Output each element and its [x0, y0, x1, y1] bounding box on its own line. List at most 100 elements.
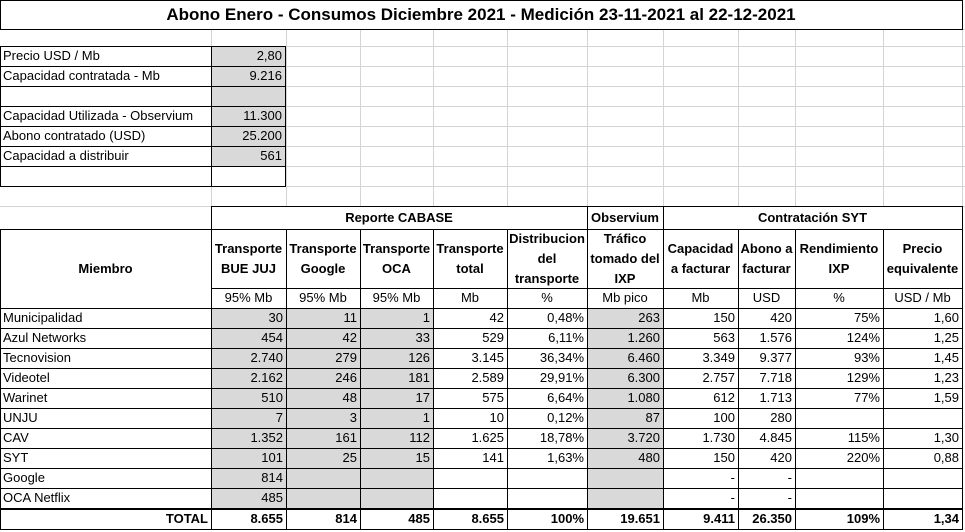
data-cell[interactable]: 1.080: [587, 388, 663, 408]
column-header[interactable]: Transporte total: [436, 240, 504, 276]
data-cell[interactable]: 181: [360, 368, 433, 388]
data-cell[interactable]: [286, 468, 360, 488]
column-header[interactable]: Transporte Google: [289, 240, 357, 276]
data-cell[interactable]: 0,12%: [547, 410, 584, 425]
data-cell[interactable]: 280: [770, 410, 792, 425]
total-cell[interactable]: 100%: [550, 511, 584, 526]
column-header-miembro[interactable]: Miembro: [78, 260, 133, 276]
data-cell[interactable]: 17: [360, 388, 433, 408]
data-cell[interactable]: 11: [286, 308, 360, 328]
data-cell[interactable]: 814: [211, 468, 286, 488]
column-unit[interactable]: %: [541, 290, 553, 305]
param-value[interactable]: 25.200: [211, 126, 285, 146]
data-cell[interactable]: 87: [587, 408, 663, 428]
data-cell[interactable]: 1.730: [702, 430, 735, 445]
column-unit[interactable]: Mb: [691, 290, 710, 305]
member-name[interactable]: UNJU: [3, 410, 38, 425]
data-cell[interactable]: 420: [770, 310, 792, 325]
data-cell[interactable]: 36,34%: [539, 350, 584, 365]
data-cell[interactable]: 1,23: [933, 370, 959, 385]
data-cell[interactable]: 93%: [853, 350, 880, 365]
column-unit[interactable]: 95% Mb: [372, 290, 421, 305]
member-name[interactable]: CAV: [3, 430, 29, 445]
data-cell[interactable]: 454: [211, 328, 286, 348]
data-cell[interactable]: 30: [211, 308, 286, 328]
data-cell[interactable]: 75%: [853, 310, 880, 325]
member-name[interactable]: Municipalidad: [3, 310, 83, 325]
data-cell[interactable]: 0,88: [933, 450, 959, 465]
member-name[interactable]: Warinet: [3, 390, 48, 405]
data-cell[interactable]: 1,60: [933, 310, 959, 325]
data-cell[interactable]: 77%: [853, 390, 880, 405]
data-cell[interactable]: 3.349: [702, 350, 735, 365]
param-value[interactable]: 2,80: [211, 46, 285, 66]
member-name[interactable]: Azul Networks: [3, 330, 87, 345]
total-cell[interactable]: 814: [335, 511, 357, 526]
data-cell[interactable]: 100: [713, 410, 735, 425]
column-header[interactable]: Precio equivalente: [886, 240, 959, 276]
data-cell[interactable]: 112: [360, 428, 433, 448]
column-unit[interactable]: %: [833, 290, 845, 305]
data-cell[interactable]: [433, 468, 507, 488]
param-value-empty[interactable]: [211, 86, 285, 106]
data-cell[interactable]: 1.713: [759, 390, 792, 405]
data-cell[interactable]: 279: [286, 348, 360, 368]
column-unit[interactable]: USD / Mb: [894, 290, 951, 305]
data-cell[interactable]: 1.576: [759, 330, 792, 345]
data-cell[interactable]: -: [787, 490, 792, 505]
param-label[interactable]: Capacidad contratada - Mb: [3, 68, 160, 83]
data-cell[interactable]: -: [787, 470, 792, 485]
param-value[interactable]: 9.216: [211, 66, 285, 86]
data-cell[interactable]: 29,91%: [539, 370, 584, 385]
data-cell[interactable]: 1: [360, 308, 433, 328]
data-cell[interactable]: [883, 408, 962, 428]
data-cell[interactable]: 485: [211, 488, 286, 508]
data-cell[interactable]: 129%: [846, 370, 880, 385]
data-cell[interactable]: 48: [286, 388, 360, 408]
data-cell[interactable]: 6.300: [587, 368, 663, 388]
total-cell[interactable]: 26.350: [752, 511, 792, 526]
data-cell[interactable]: 1,25: [933, 330, 959, 345]
data-cell[interactable]: 161: [286, 428, 360, 448]
data-cell[interactable]: 220%: [846, 450, 880, 465]
data-cell[interactable]: 246: [286, 368, 360, 388]
data-cell[interactable]: 7.718: [759, 370, 792, 385]
total-label[interactable]: TOTAL: [165, 511, 208, 526]
data-cell[interactable]: [795, 488, 883, 508]
sheet-title[interactable]: Abono Enero - Consumos Diciembre 2021 - …: [166, 5, 796, 24]
data-cell[interactable]: 6.460: [587, 348, 663, 368]
column-header[interactable]: Transporte OCA: [362, 240, 431, 276]
group-cabase[interactable]: Reporte CABASE: [345, 210, 453, 225]
member-name[interactable]: Tecnovision: [3, 350, 71, 365]
param-label[interactable]: Capacidad Utilizada - Observium: [3, 108, 194, 123]
total-cell[interactable]: 109%: [846, 511, 880, 526]
param-label[interactable]: Capacidad a distribuir: [3, 148, 129, 163]
data-cell[interactable]: 2.589: [471, 370, 504, 385]
data-cell[interactable]: 1,59: [933, 390, 959, 405]
column-header[interactable]: Transporte BUE JUJ: [214, 240, 283, 276]
group-syt[interactable]: Contratación SYT: [757, 210, 868, 225]
data-cell[interactable]: [286, 488, 360, 508]
data-cell[interactable]: 3.720: [587, 428, 663, 448]
data-cell[interactable]: [507, 468, 587, 488]
total-cell[interactable]: 485: [408, 511, 430, 526]
data-cell[interactable]: 420: [770, 450, 792, 465]
group-observium[interactable]: Observium: [591, 210, 659, 225]
column-header[interactable]: Tráfico tomado del IXP: [590, 230, 660, 286]
data-cell[interactable]: 0,48%: [547, 310, 584, 325]
data-cell[interactable]: 612: [713, 390, 735, 405]
data-cell[interactable]: 1.625: [471, 430, 504, 445]
total-cell[interactable]: 8.655: [250, 511, 283, 526]
column-unit[interactable]: Mb pico: [602, 290, 648, 305]
data-cell[interactable]: [795, 468, 883, 488]
data-cell[interactable]: 6,64%: [547, 390, 584, 405]
data-cell[interactable]: [587, 468, 663, 488]
data-cell[interactable]: 575: [482, 390, 504, 405]
data-cell[interactable]: 126: [360, 348, 433, 368]
data-cell[interactable]: 3.145: [471, 350, 504, 365]
data-cell[interactable]: 10: [489, 410, 504, 425]
data-cell[interactable]: 480: [587, 448, 663, 468]
data-cell[interactable]: 115%: [847, 430, 880, 445]
member-name[interactable]: Google: [3, 470, 45, 485]
data-cell[interactable]: 141: [482, 450, 504, 465]
